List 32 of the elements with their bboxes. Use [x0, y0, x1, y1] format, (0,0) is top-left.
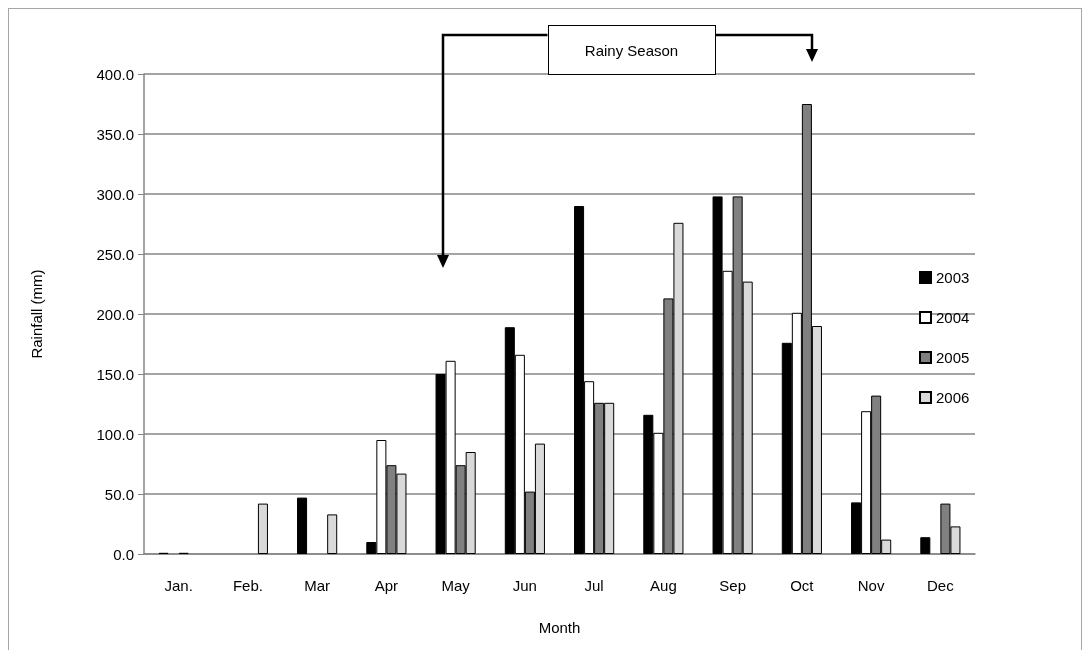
x-tick-label: Dec	[927, 577, 955, 594]
bar	[257, 503, 268, 554]
y-tick-label: 0.0	[113, 545, 134, 563]
x-tick-label: Sep	[719, 577, 746, 594]
x-tick-label: Jul	[584, 577, 604, 594]
legend-label: 2003	[936, 269, 970, 286]
y-tick-label: 50.0	[104, 485, 134, 503]
x-tick-label: Mar	[304, 577, 331, 594]
x-tick-label: Jun	[512, 577, 537, 594]
y-tick-label: 400.0	[96, 65, 134, 83]
x-tick-label: Aug	[650, 577, 677, 594]
x-tick-label: Oct	[790, 577, 815, 594]
x-tick-label: Apr	[374, 577, 399, 594]
y-axis-title: Rainfall (mm)	[28, 269, 45, 359]
y-tick-label: 200.0	[96, 305, 134, 323]
y-tick-label: 100.0	[96, 425, 134, 443]
y-tick-label: 250.0	[96, 245, 134, 263]
y-tick-label: 300.0	[96, 185, 134, 203]
x-axis-title: Month	[538, 619, 581, 636]
bar	[297, 497, 308, 554]
x-tick-label: Jan.	[164, 577, 193, 594]
y-tick-label: 350.0	[96, 125, 134, 143]
text: Rainy Season	[584, 41, 679, 59]
x-tick-label: Nov	[857, 577, 885, 594]
legend-label: 2006	[936, 389, 970, 406]
y-tick-label: 150.0	[96, 365, 134, 383]
x-tick-label: Feb.	[232, 577, 263, 594]
legend-label: 2004	[936, 309, 970, 326]
x-tick-label: May	[441, 577, 471, 594]
legend-label: 2005	[936, 349, 970, 366]
bar	[327, 514, 338, 554]
bar	[920, 537, 931, 554]
